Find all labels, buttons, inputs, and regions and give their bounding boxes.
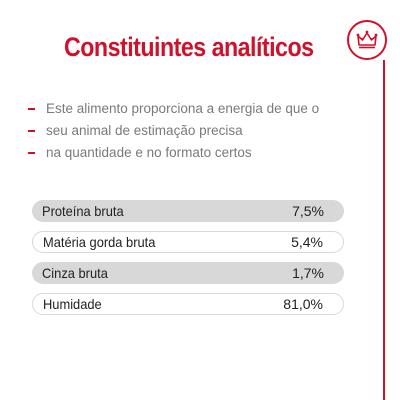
nutrient-row-fat: Matéria gorda bruta 5,4% — [32, 231, 344, 253]
nutrient-value: 81,0% — [283, 296, 323, 312]
nutrient-row-protein: Proteína bruta 7,5% — [32, 200, 344, 222]
crown-icon — [356, 30, 378, 49]
intro-line-text: seu animal de estimação precisa — [46, 123, 243, 138]
nutrient-name: Cinza bruta — [42, 265, 108, 281]
page-title: Constituintes analíticos — [64, 32, 314, 62]
dash-marker — [28, 130, 35, 132]
nutrient-value: 5,4% — [291, 234, 323, 250]
intro-line: na quantidade e no formato certos — [28, 142, 348, 164]
brand-badge — [347, 20, 387, 60]
nutrient-row-moisture: Humidade 81,0% — [32, 293, 344, 315]
intro-text: Este alimento proporciona a energia de q… — [28, 98, 348, 164]
dash-marker — [28, 108, 35, 110]
nutrient-value: 1,7% — [292, 265, 324, 281]
intro-line: Este alimento proporciona a energia de q… — [28, 98, 348, 120]
nutrient-table: Proteína bruta 7,5% Matéria gorda bruta … — [32, 200, 344, 324]
nutrient-value: 7,5% — [292, 203, 324, 219]
nutrient-name: Proteína bruta — [42, 203, 124, 219]
intro-line-text: Este alimento proporciona a energia de q… — [46, 101, 320, 116]
intro-line: seu animal de estimação precisa — [28, 120, 348, 142]
decorative-vertical-line — [383, 60, 385, 400]
nutrient-row-ash: Cinza bruta 1,7% — [32, 262, 344, 284]
dash-marker — [28, 152, 35, 154]
nutrient-name: Humidade — [43, 296, 102, 312]
nutrient-name: Matéria gorda bruta — [43, 234, 156, 250]
intro-line-text: na quantidade e no formato certos — [46, 145, 252, 160]
